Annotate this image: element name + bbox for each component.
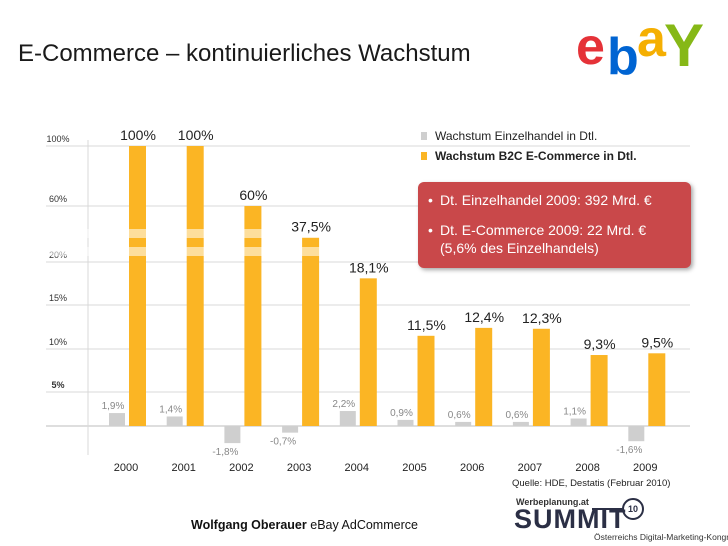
bar-ecommerce bbox=[129, 146, 146, 426]
bar-retail bbox=[455, 421, 472, 426]
bar-retail bbox=[397, 419, 414, 426]
bar-label-ecommerce: 18,1% bbox=[349, 259, 389, 275]
axis-break-band bbox=[46, 247, 416, 256]
logo-letter: Y bbox=[664, 12, 704, 78]
bar-label-ecommerce: 37,5% bbox=[291, 219, 331, 235]
bar-retail bbox=[628, 426, 645, 442]
legend-label: Wachstum Einzelhandel in Dtl. bbox=[435, 129, 597, 143]
summit-badge: 10 bbox=[622, 498, 644, 520]
x-tick-label: 2005 bbox=[402, 462, 426, 474]
x-tick-label: 2007 bbox=[518, 462, 542, 474]
bar-ecommerce bbox=[186, 146, 204, 426]
note-ecommerce: • Dt. E-Commerce 2009: 22 Mrd. € bbox=[428, 222, 647, 238]
author-name: Wolfgang Oberauer bbox=[191, 518, 307, 532]
x-tick-label: 2000 bbox=[114, 462, 138, 474]
logo-letter: a bbox=[637, 10, 667, 68]
slide-title: E-Commerce – kontinuierliches Wachstum bbox=[18, 40, 471, 67]
bar-label-retail: 2,2% bbox=[332, 399, 355, 410]
bar-label-ecommerce: 12,4% bbox=[464, 309, 504, 325]
logo-letter: e bbox=[576, 18, 605, 76]
source-note: Quelle: HDE, Destatis (Februar 2010) bbox=[512, 478, 671, 489]
summit-word: SUMMIT bbox=[514, 504, 627, 534]
bar-label-retail: 0,6% bbox=[448, 410, 471, 421]
x-tick-label: 2006 bbox=[460, 462, 484, 474]
bar-label-retail: 0,6% bbox=[506, 410, 529, 421]
bar-retail bbox=[570, 418, 587, 426]
bar-label-ecommerce: 12,3% bbox=[522, 310, 562, 326]
bar-label-retail: 0,9% bbox=[390, 408, 413, 419]
ebay-logo-icon: e b a Y bbox=[576, 10, 704, 78]
summit-small-label: Werbeplanung.at bbox=[516, 497, 589, 507]
bar-label-retail: -1,8% bbox=[212, 447, 238, 458]
x-tick-label: 2001 bbox=[171, 462, 195, 474]
bar-ecommerce bbox=[648, 353, 666, 426]
bar-label-retail: 1,9% bbox=[102, 401, 125, 412]
author-company: eBay AdCommerce bbox=[310, 518, 418, 532]
bar-ecommerce bbox=[532, 328, 550, 426]
bar-label-retail: -1,6% bbox=[616, 445, 642, 456]
bar-label-retail: 1,1% bbox=[563, 407, 586, 418]
bar-ecommerce bbox=[590, 355, 608, 426]
axis-break-band bbox=[46, 229, 416, 238]
author-footer: Wolfgang Oberauer eBay AdCommerce bbox=[191, 518, 418, 532]
y-tick-label: 15% bbox=[49, 293, 67, 303]
bar-label-ecommerce: 9,5% bbox=[641, 334, 673, 350]
legend-label: Wachstum B2C E-Commerce in Dtl. bbox=[435, 149, 637, 163]
bar-label-ecommerce: 9,3% bbox=[584, 336, 616, 352]
summit-line bbox=[592, 508, 622, 510]
y-tick-label: 60% bbox=[49, 194, 67, 204]
bar-ecommerce bbox=[417, 335, 435, 426]
bar-ecommerce bbox=[475, 327, 493, 426]
summit-logo: Werbeplanung.at 10 SUMMIT Österreichs Di… bbox=[510, 494, 728, 544]
bar-retail bbox=[282, 426, 299, 433]
x-tick-label: 2003 bbox=[287, 462, 311, 474]
summit-subtitle: Österreichs Digital-Marketing-Kongress bbox=[594, 532, 728, 542]
logo-letter: b bbox=[607, 28, 639, 78]
bar-label-ecommerce: 60% bbox=[239, 187, 267, 203]
bar-retail bbox=[224, 426, 241, 444]
x-tick-label: 2009 bbox=[633, 462, 657, 474]
bar-ecommerce bbox=[359, 278, 377, 426]
bar-ecommerce bbox=[302, 237, 320, 426]
bar-label-retail: 1,4% bbox=[159, 404, 182, 415]
info-box: • Dt. Einzelhandel 2009: 392 Mrd. € • Dt. … bbox=[418, 182, 691, 268]
bar-label-retail: -0,7% bbox=[270, 437, 296, 448]
x-tick-label: 2008 bbox=[575, 462, 599, 474]
legend-swatch bbox=[421, 132, 427, 140]
bar-ecommerce bbox=[244, 206, 262, 426]
bar-retail bbox=[166, 416, 183, 426]
note-share: (5,6% des Einzelhandels) bbox=[440, 240, 599, 256]
bar-label-ecommerce: 100% bbox=[120, 127, 156, 143]
x-tick-label: 2004 bbox=[345, 462, 369, 474]
bar-retail bbox=[109, 413, 125, 426]
bar-retail bbox=[339, 411, 356, 426]
bar-label-ecommerce: 100% bbox=[178, 127, 214, 143]
legend-swatch bbox=[421, 152, 427, 160]
y-tick-label: 10% bbox=[49, 337, 67, 347]
x-tick-label: 2002 bbox=[229, 462, 253, 474]
note-retail: • Dt. Einzelhandel 2009: 392 Mrd. € bbox=[428, 192, 652, 208]
bar-retail bbox=[512, 421, 529, 426]
y-tick-label: 100% bbox=[46, 134, 69, 144]
y-tick-label: 5% bbox=[51, 380, 64, 390]
bar-label-ecommerce: 11,5% bbox=[407, 317, 446, 333]
